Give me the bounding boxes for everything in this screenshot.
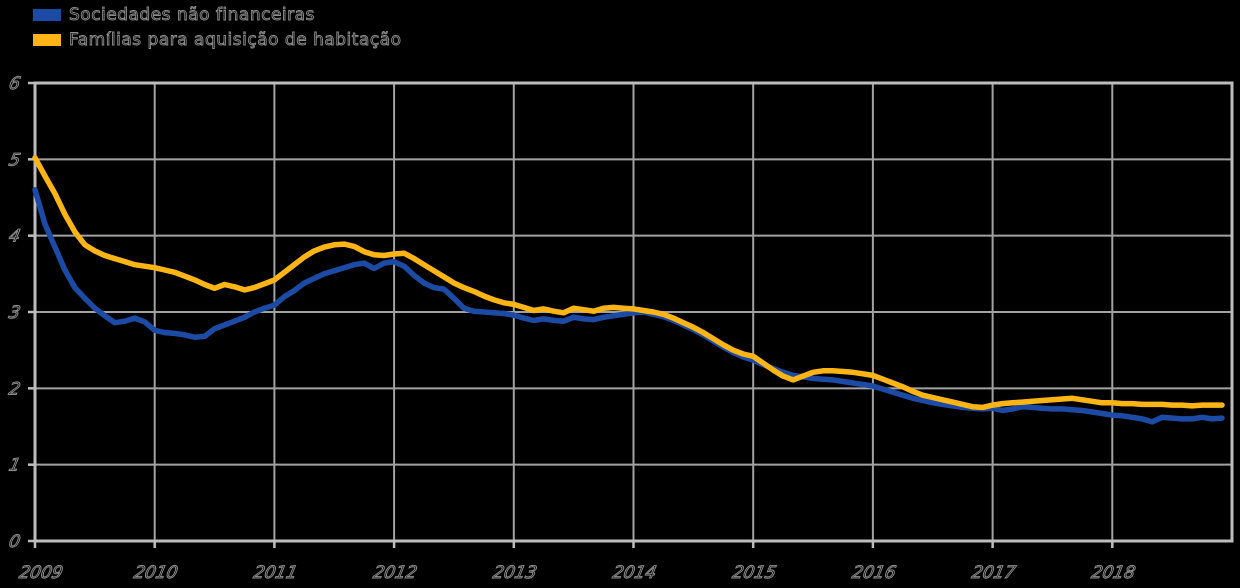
series-line-nfc	[32, 187, 1225, 425]
x-tick-labels: 2009 2010 2011 2012 2013 2014 2015 2016 2017 2018	[17, 563, 1138, 584]
x-tick-label: 2010	[132, 563, 180, 583]
x-tick-label: 2013	[491, 563, 538, 583]
axis-ticks	[28, 81, 1114, 548]
legend-item-housing: Famílias para aquisição de habitação	[33, 29, 402, 50]
legend-swatch-yellow	[33, 33, 61, 46]
y-tick-label: 3	[7, 303, 22, 323]
plot-frame	[33, 81, 1234, 543]
x-tick-label: 2018	[1090, 563, 1138, 583]
y-tick-label: 4	[7, 227, 22, 247]
x-tick-label: 2017	[970, 563, 1018, 583]
y-tick-labels: 0 1 2 3 4 5 6	[7, 74, 23, 553]
x-tick-label: 2009	[17, 563, 64, 583]
x-tick-label: 2015	[731, 563, 778, 583]
legend-swatch-blue	[33, 8, 61, 21]
y-tick-label: 5	[7, 150, 22, 170]
legend: Sociedades não financeiras Famílias para…	[33, 4, 402, 55]
x-tick-label: 2014	[611, 563, 658, 583]
legend-item-nfc: Sociedades não financeiras	[33, 4, 402, 25]
x-tick-label: 2011	[252, 563, 299, 583]
vertical-gridlines	[153, 83, 1114, 541]
x-tick-label: 2012	[371, 563, 418, 583]
y-tick-label: 6	[7, 74, 22, 94]
y-tick-label: 2	[7, 379, 22, 399]
legend-label-housing: Famílias para aquisição de habitação	[69, 29, 402, 50]
y-tick-label: 0	[7, 532, 22, 552]
x-tick-label: 2016	[850, 563, 898, 583]
y-tick-label: 1	[7, 456, 22, 476]
series-line-housing	[32, 155, 1225, 411]
legend-label-nfc: Sociedades não financeiras	[69, 4, 315, 25]
